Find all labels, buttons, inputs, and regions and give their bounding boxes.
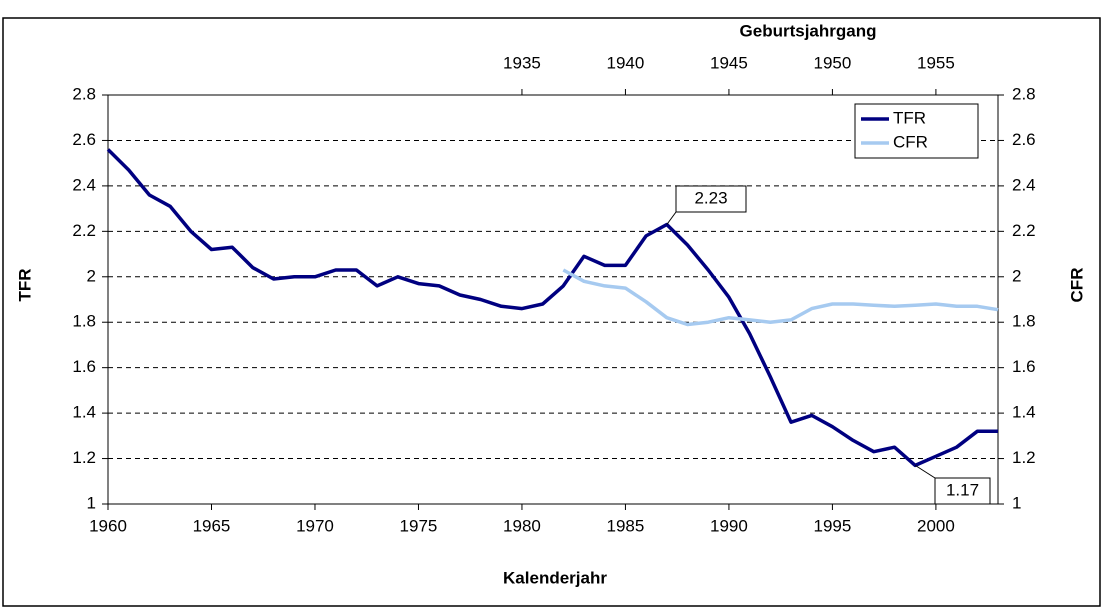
annotation-box (934, 477, 991, 505)
y-tick-label: 2.8 (72, 84, 96, 103)
legend-label: CFR (893, 132, 928, 151)
y2-tick-label: 1.6 (1012, 357, 1036, 376)
y2-tick-label: 2 (1012, 266, 1021, 285)
x-tick-label: 1960 (89, 516, 127, 535)
series-line (106, 148, 998, 468)
annotation-leader (666, 211, 677, 225)
legend-box (854, 103, 979, 159)
x-tick-label: 1995 (814, 516, 852, 535)
y2-tick-label: 2.6 (1012, 130, 1036, 149)
y-tick-label: 2 (87, 266, 96, 285)
x-tick-label: 1970 (296, 516, 334, 535)
x-axis-label: Kalenderjahr (503, 568, 607, 587)
y2-tick-label: 1.4 (1012, 403, 1036, 422)
x2-axis-label: Geburtsjahrgang (740, 21, 877, 40)
y2-tick-label: 2.4 (1012, 175, 1036, 194)
annotation-label: 2.23 (694, 188, 727, 207)
series-line (562, 268, 999, 327)
y-axis-label: TFR (15, 268, 34, 301)
y-tick-label: 1.8 (72, 312, 96, 331)
y-tick-label: 1 (87, 493, 96, 512)
y-tick-label: 1.4 (72, 403, 96, 422)
x2-tick-label: 1940 (607, 53, 645, 72)
annotation-label: 1.17 (946, 480, 979, 499)
x-tick-label: 2000 (917, 516, 955, 535)
y2-tick-label: 1.2 (1012, 448, 1036, 467)
y2-axis-label: CFR (1067, 268, 1086, 303)
y-tick-label: 2.4 (72, 175, 96, 194)
x2-tick-label: 1955 (917, 53, 955, 72)
y2-tick-label: 2.2 (1012, 221, 1036, 240)
y2-tick-label: 1.8 (1012, 312, 1036, 331)
y2-tick-label: 2.8 (1012, 84, 1036, 103)
x2-tick-label: 1950 (814, 53, 852, 72)
annotation-box (675, 185, 747, 213)
y-tick-label: 1.2 (72, 448, 96, 467)
x-tick-label: 1965 (193, 516, 231, 535)
x-tick-label: 1985 (607, 516, 645, 535)
y-tick-label: 2.2 (72, 221, 96, 240)
x2-tick-label: 1935 (503, 53, 541, 72)
x2-tick-label: 1945 (710, 53, 748, 72)
x-tick-label: 1975 (400, 516, 438, 535)
x-tick-label: 1980 (503, 516, 541, 535)
y2-tick-label: 1 (1012, 493, 1021, 512)
annotation-leader (914, 464, 936, 479)
y-tick-label: 1.6 (72, 357, 96, 376)
x-tick-label: 1990 (710, 516, 748, 535)
legend-label: TFR (893, 108, 926, 127)
y-tick-label: 2.6 (72, 130, 96, 149)
